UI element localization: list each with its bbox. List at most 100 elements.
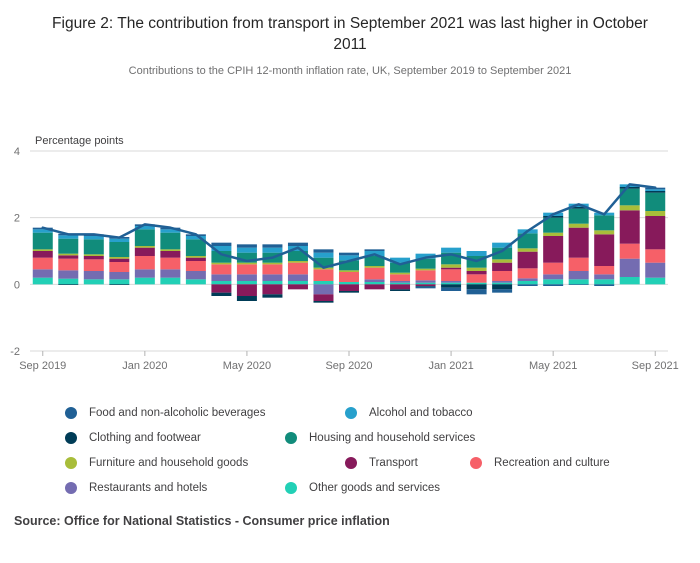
bar-segment: [364, 255, 385, 266]
bar-segment: [313, 269, 334, 281]
bar-segment: [262, 280, 283, 285]
bar-segment: [134, 247, 155, 256]
bar-segment: [568, 279, 589, 285]
bar-segment: [58, 270, 79, 279]
bar-segment: [236, 244, 257, 248]
bar-segment: [160, 232, 181, 250]
bar-segment: [619, 205, 640, 211]
x-tick-label: Sep 2020: [325, 360, 372, 372]
legend-swatch-icon: [345, 457, 357, 470]
bar-segment: [543, 279, 564, 285]
chart-svg: 4 2 0 -2 Percentage points Sep 2019 Jan 2020 Ma…: [10, 135, 679, 372]
bar-segment: [568, 284, 589, 285]
legend-item-furniture-and-household-goods: Furniture and household goods: [65, 457, 345, 470]
bar-segment: [262, 284, 283, 295]
bar-segment: [517, 268, 538, 279]
bar-segment: [287, 250, 308, 261]
legend-label: Food and non-alcoholic beverages: [89, 407, 266, 420]
legend-item-restaurants-and-hotels: Restaurants and hotels: [65, 482, 285, 495]
bar-segment: [415, 270, 436, 281]
page-title: Figure 2: The contribution from transpor…: [52, 15, 648, 53]
bar-segment: [492, 270, 513, 281]
bar-segment: [185, 270, 206, 280]
bar-segment: [211, 242, 232, 246]
bar-segment: [287, 262, 308, 275]
bar-segment: [415, 258, 436, 269]
bar-segment: [58, 258, 79, 271]
bar-segment: [517, 233, 538, 249]
bar-segment: [236, 274, 257, 281]
bar-segment: [134, 255, 155, 270]
legend-swatch-icon: [285, 432, 297, 445]
x-tick-label: Sep 2019: [19, 360, 66, 372]
bar-segment: [594, 265, 615, 275]
bar-segment: [619, 243, 640, 259]
bar-segment: [160, 277, 181, 285]
bar-segment: [109, 271, 130, 280]
bar-segment: [619, 188, 640, 206]
bar-segment: [339, 255, 359, 261]
bar-segment: [390, 289, 411, 291]
bar-segment: [58, 238, 79, 254]
bar-segment: [441, 284, 462, 288]
bar-segment: [236, 264, 257, 275]
bar-segment: [83, 239, 104, 255]
bar-segment: [517, 248, 538, 252]
bar-segment: [339, 252, 359, 256]
bar-segment: [441, 282, 462, 285]
bar-segment: [441, 267, 462, 270]
bar-segment: [262, 274, 283, 281]
bar-segment: [262, 262, 283, 265]
legend-label: Recreation and culture: [494, 457, 610, 470]
bar-segment: [236, 284, 257, 296]
bar-segment: [313, 294, 334, 301]
bar-segment: [441, 287, 462, 291]
bar-segment: [339, 270, 359, 272]
bar-segment: [83, 259, 104, 271]
bar-segment: [364, 267, 385, 280]
bar-segment: [645, 262, 666, 278]
bar-segment: [211, 250, 232, 263]
bar-segment: [543, 284, 564, 286]
bar-segment: [364, 279, 385, 282]
bar-segment: [287, 284, 308, 290]
legend-swatch-icon: [65, 432, 77, 445]
bar-segment: [287, 242, 308, 246]
bar-segment: [109, 261, 130, 272]
bar-segment: [645, 215, 666, 250]
bar-segment: [211, 274, 232, 281]
bar-segment: [492, 289, 513, 293]
x-tick-label: May 2021: [529, 360, 577, 372]
bar-segment: [134, 225, 155, 230]
legend-label: Restaurants and hotels: [89, 482, 208, 495]
legend-label: Other goods and services: [309, 482, 441, 495]
bar-segment: [211, 264, 232, 275]
legend-row: Furniture and household goods Transport Re…: [65, 451, 700, 476]
bar-segment: [390, 282, 411, 285]
bar-segment: [313, 280, 334, 285]
bar-segment: [390, 257, 411, 263]
legend-label: Clothing and footwear: [89, 432, 201, 445]
bar-segment: [466, 284, 487, 290]
bar-segment: [364, 284, 385, 290]
bar-segment: [568, 257, 589, 271]
bar-segment: [339, 281, 359, 285]
bar-segment: [160, 250, 181, 258]
bar-segment: [517, 278, 538, 281]
bar-segment: [339, 271, 359, 282]
bar-segment: [339, 290, 359, 293]
bar-segment: [594, 279, 615, 285]
bar-segment: [619, 276, 640, 285]
bar-segment: [492, 284, 513, 290]
bar-segment: [313, 257, 334, 268]
legend-item-clothing-and-footwear: Clothing and footwear: [65, 432, 285, 445]
legend-swatch-icon: [65, 457, 77, 470]
legend-swatch-icon: [345, 407, 357, 420]
bar-segment: [594, 230, 615, 235]
y-tick-label: 0: [14, 279, 20, 291]
bar-segment: [109, 241, 130, 257]
legend-item-other-goods-and-services: Other goods and services: [285, 482, 441, 495]
legend-swatch-icon: [285, 482, 297, 495]
bar-segment: [492, 247, 513, 260]
bar-segment: [466, 282, 487, 285]
